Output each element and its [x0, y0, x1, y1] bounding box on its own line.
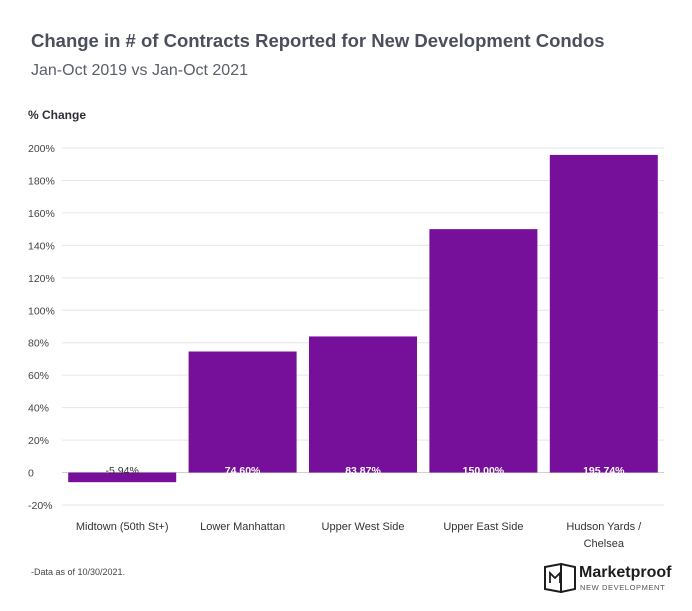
- y-tick-label: -20%: [28, 500, 53, 512]
- data-label: -5.94%: [106, 465, 139, 477]
- x-tick-label: Midtown (50th St+): [76, 521, 169, 533]
- bar: [309, 336, 417, 473]
- y-tick-label: 60%: [28, 370, 49, 382]
- footnote: -Data as of 10/30/2021.: [31, 567, 126, 577]
- logo-tagline: NEW DEVELOPMENT: [580, 583, 666, 592]
- chart-subtitle: Jan-Oct 2019 vs Jan-Oct 2021: [31, 62, 248, 79]
- data-label: 74.60%: [225, 465, 261, 477]
- x-tick-label: Upper West Side: [322, 521, 405, 533]
- data-label: 83.87%: [345, 465, 381, 477]
- marketproof-logo: Marketproof NEW DEVELOPMENT: [544, 563, 674, 595]
- y-tick-label: 180%: [28, 175, 55, 187]
- y-tick-label: 200%: [28, 143, 55, 155]
- chart-title: Change in # of Contracts Reported for Ne…: [31, 30, 605, 51]
- marketproof-logo-icon: [544, 563, 576, 593]
- data-label: 150.00%: [463, 465, 505, 477]
- data-label: 195.74%: [583, 465, 625, 477]
- y-tick-label: 140%: [28, 240, 55, 252]
- bar: [68, 472, 177, 483]
- y-axis-label: % Change: [28, 108, 87, 122]
- bar: [188, 351, 297, 473]
- y-tick-label: 160%: [28, 208, 55, 220]
- bar: [549, 154, 658, 473]
- y-tick-label: 80%: [28, 338, 49, 350]
- y-tick-label: 20%: [28, 435, 49, 447]
- y-tick-label: 100%: [28, 305, 55, 317]
- x-tick-label: Hudson Yards /: [566, 521, 642, 533]
- y-tick-label: 0: [28, 468, 34, 480]
- y-tick-label: 40%: [28, 403, 49, 415]
- logo-name: Marketproof: [579, 564, 672, 581]
- x-tick-label: Upper East Side: [443, 521, 523, 533]
- y-tick-label: 120%: [28, 273, 55, 285]
- bar: [429, 229, 538, 473]
- x-tick-label: Chelsea: [584, 538, 625, 550]
- x-tick-label: Lower Manhattan: [200, 521, 285, 533]
